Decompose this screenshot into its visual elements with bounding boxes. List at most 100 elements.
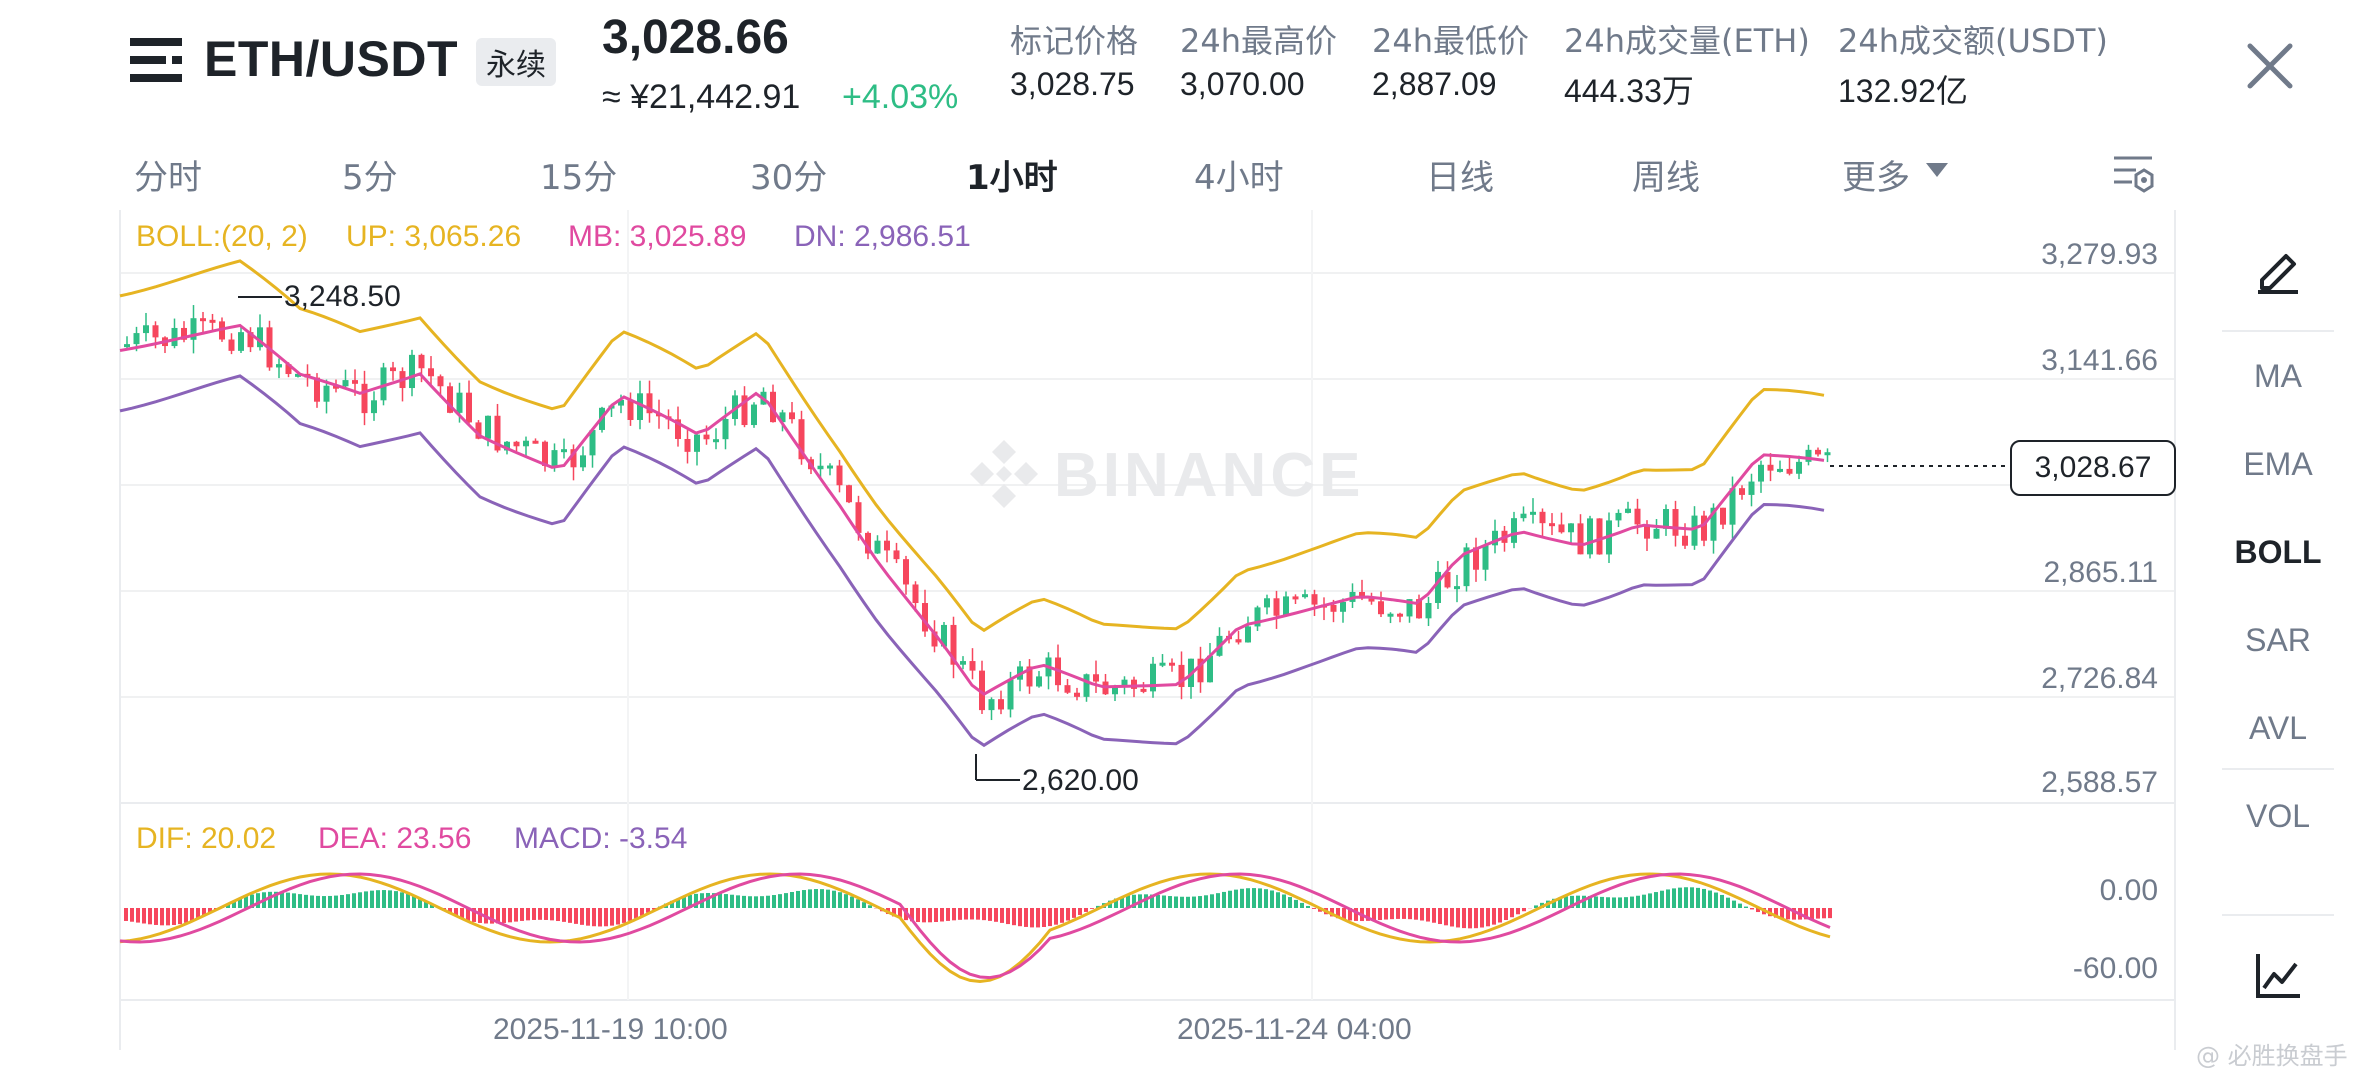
indicator-ma[interactable]: MA <box>2254 358 2302 394</box>
candle-body <box>1539 511 1546 524</box>
macd-bar <box>1342 908 1346 920</box>
tab-time-sharing[interactable]: 分时 <box>134 158 202 198</box>
macd-bar <box>604 908 608 927</box>
candle-body <box>817 465 824 470</box>
candle-body <box>589 429 596 456</box>
menu-icon[interactable] <box>130 36 182 84</box>
macd-bar <box>196 908 200 919</box>
candle-body <box>1653 528 1660 539</box>
macd-bar <box>1600 896 1604 908</box>
candle-body <box>1406 599 1413 617</box>
macd-bar <box>1510 908 1514 918</box>
candle-body <box>456 392 463 413</box>
indicator-vol[interactable]: VOL <box>2245 798 2311 834</box>
candle-body <box>1549 523 1555 527</box>
candle-body <box>181 327 187 340</box>
macd-bar <box>706 892 710 908</box>
macd-bar <box>148 908 152 925</box>
candle-body <box>798 419 805 460</box>
chart-settings-icon[interactable] <box>2110 150 2156 196</box>
macd-bar <box>400 892 404 908</box>
tab-1h[interactable]: 1小时 <box>966 158 1058 198</box>
macd-bar <box>616 908 620 925</box>
tab-more[interactable]: 更多 <box>1842 158 1910 198</box>
candle-body <box>998 699 1004 710</box>
tab-4h[interactable]: 4小时 <box>1194 158 1284 198</box>
macd-bar <box>628 908 632 921</box>
macd-bar <box>256 893 260 908</box>
macd-bar <box>1384 908 1388 920</box>
macd-bar <box>1732 900 1736 908</box>
macd-bar <box>1252 888 1256 908</box>
indicator-settings-icon[interactable] <box>2254 950 2304 1000</box>
macd-bar <box>334 895 338 908</box>
macd-bar <box>466 908 470 921</box>
candle-body <box>1416 599 1422 619</box>
macd-bar <box>1516 908 1520 915</box>
candle-body <box>1615 512 1622 521</box>
chevron-down-icon[interactable] <box>1926 163 1948 177</box>
macd-bar <box>1078 908 1082 915</box>
candle-body <box>1036 676 1042 687</box>
kline-chart[interactable] <box>0 205 2376 1080</box>
candle-body <box>1112 687 1118 695</box>
candle-body <box>1083 674 1090 697</box>
macd-bar <box>982 908 986 921</box>
tab-30m[interactable]: 30分 <box>750 158 828 198</box>
tab-1d[interactable]: 日线 <box>1426 158 1494 198</box>
indicator-ema[interactable]: EMA <box>2243 446 2313 482</box>
indicator-boll[interactable]: BOLL <box>2234 534 2322 570</box>
indicator-sar[interactable]: SAR <box>2245 622 2311 658</box>
macd-bar <box>1276 892 1280 908</box>
macd-bar <box>1750 908 1754 910</box>
candle-body <box>551 450 558 466</box>
macd-bar <box>1774 908 1778 918</box>
macd-bar <box>922 908 926 923</box>
macd-bar <box>832 890 836 908</box>
boll-mb-value: MB: 3,025.89 <box>568 220 747 253</box>
macd-bar <box>1300 902 1304 908</box>
candle-body <box>722 419 729 440</box>
macd-bar <box>1426 908 1430 922</box>
macd-bar <box>1444 908 1448 926</box>
macd-bar <box>298 894 302 908</box>
macd-bar <box>1294 899 1298 908</box>
candle-body <box>352 380 358 384</box>
macd-bar <box>202 908 206 917</box>
macd-bar <box>838 892 842 908</box>
candle-body <box>988 699 995 711</box>
macd-bar <box>124 908 128 921</box>
macd-bar <box>1210 894 1214 908</box>
low-price-marker: 2,620.00 <box>1022 764 1139 797</box>
candle-body <box>143 325 149 334</box>
macd-bar <box>1366 908 1370 921</box>
macd-bar <box>934 908 938 922</box>
tab-15m[interactable]: 15分 <box>540 158 618 198</box>
macd-bar <box>682 896 686 908</box>
macd-bar <box>598 908 602 927</box>
stat-label-mark-price: 标记价格 <box>1010 22 1139 60</box>
macd-bar <box>472 908 476 922</box>
candle-body <box>931 631 938 647</box>
macd-bar <box>1492 908 1496 925</box>
macd-bar <box>724 894 728 908</box>
macd-bar <box>1822 908 1826 919</box>
draw-pencil-icon[interactable] <box>2252 246 2304 294</box>
macd-bar <box>346 894 350 908</box>
tab-1w[interactable]: 周线 <box>1632 158 1700 198</box>
macd-bar <box>1186 896 1190 908</box>
indicator-avl[interactable]: AVL <box>2248 710 2308 746</box>
macd-bar <box>1474 908 1478 929</box>
macd-bar <box>814 889 818 908</box>
symbol-title[interactable]: ETH/USDT <box>204 31 458 87</box>
candle-body <box>1235 639 1242 643</box>
candle-body <box>428 368 434 377</box>
macd-bar <box>310 895 314 908</box>
candle-body <box>1159 662 1166 666</box>
macd-bar <box>1054 908 1058 925</box>
tab-5m[interactable]: 5分 <box>342 158 398 198</box>
price-axis-label: 3,141.66 <box>2041 344 2158 377</box>
macd-bar <box>676 898 680 908</box>
close-icon[interactable] <box>2240 36 2300 96</box>
macd-bar <box>964 908 968 920</box>
